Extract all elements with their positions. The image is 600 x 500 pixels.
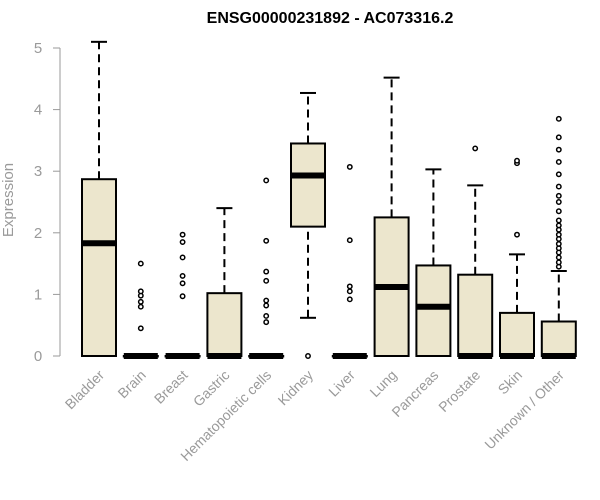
outlier-point	[263, 313, 270, 319]
outlier-point	[137, 325, 144, 332]
outlier-point	[555, 208, 562, 215]
box-iqr	[540, 320, 577, 357]
outlier-point	[137, 303, 144, 310]
box-hematopoietic-cells	[248, 177, 285, 359]
outlier-point	[346, 296, 353, 303]
outlier-point	[179, 272, 186, 279]
box-brain	[122, 260, 159, 359]
outlier-point	[555, 134, 562, 141]
x-tick-label: Prostate	[435, 367, 483, 415]
outlier-point	[305, 353, 311, 359]
chart-title: ENSG00000231892 - AC073316.2	[207, 10, 454, 27]
y-tick-label: 3	[34, 163, 42, 180]
outlier-point	[514, 231, 520, 238]
outlier-point	[179, 231, 186, 238]
outlier-point	[179, 254, 186, 261]
outlier-point	[263, 277, 270, 284]
outlier-point	[263, 319, 270, 326]
box-iqr	[415, 264, 452, 357]
outlier-point	[179, 280, 186, 287]
x-tick-label: Bladder	[62, 367, 108, 413]
y-tick-label: 4	[34, 102, 42, 119]
outlier-point	[555, 171, 562, 178]
outlier-point	[137, 288, 144, 295]
box-pancreas	[415, 168, 452, 357]
x-tick-label: Lung	[366, 367, 399, 400]
outlier-point	[263, 297, 270, 304]
box-prostate	[457, 145, 494, 359]
x-tick-label: Kidney	[275, 367, 317, 409]
outlier-point	[263, 237, 270, 244]
box-gastric	[206, 207, 243, 359]
box-iqr	[290, 142, 326, 228]
x-tick-label: Liver	[325, 367, 358, 400]
box-iqr	[81, 178, 117, 357]
outlier-point	[137, 260, 144, 267]
box-lung	[373, 76, 410, 357]
outlier-point	[472, 145, 479, 152]
outlier-point	[514, 157, 520, 164]
outlier-point	[555, 192, 562, 199]
outlier-point	[263, 268, 270, 275]
y-axis-ticks: 0 1 2 3 4 5	[34, 40, 60, 365]
y-tick-label: 2	[34, 225, 42, 242]
outlier-point	[346, 163, 353, 170]
outlier-point	[555, 231, 562, 238]
outlier-point	[179, 239, 186, 245]
outlier-point	[263, 177, 270, 184]
box-bladder	[81, 40, 117, 357]
y-tick-label: 1	[34, 286, 42, 303]
outlier-point	[179, 293, 186, 300]
box-kidney	[290, 91, 326, 359]
x-tick-label: Brain	[114, 367, 148, 401]
box-unknown-other	[540, 115, 577, 359]
outlier-point	[555, 199, 562, 205]
outlier-point	[555, 240, 562, 247]
outlier-point	[346, 283, 353, 290]
outlier-point	[346, 288, 353, 295]
y-tick-label: 0	[34, 348, 42, 365]
outlier-point	[137, 298, 144, 305]
outlier-point	[555, 146, 562, 153]
x-tick-label: Skin	[495, 367, 526, 398]
box-iqr	[206, 292, 243, 357]
outlier-point	[555, 217, 562, 224]
box-iqr	[457, 273, 494, 357]
box-breast	[164, 231, 201, 359]
outlier-point	[346, 237, 353, 244]
x-tick-label: Breast	[151, 367, 191, 407]
x-tick-label: Unknown / Other	[481, 367, 567, 453]
box-liver	[331, 163, 368, 359]
outlier-point	[555, 222, 562, 229]
box-skin	[499, 157, 535, 359]
y-tick-label: 5	[34, 40, 42, 57]
outlier-point	[263, 302, 270, 309]
outlier-point	[555, 254, 562, 261]
outlier-point	[555, 115, 562, 122]
outlier-point	[555, 183, 562, 190]
y-axis-label: Expression	[0, 163, 17, 237]
outlier-point	[555, 259, 562, 266]
box-group	[81, 40, 577, 359]
box-iqr	[499, 311, 535, 358]
outlier-point	[555, 159, 562, 165]
